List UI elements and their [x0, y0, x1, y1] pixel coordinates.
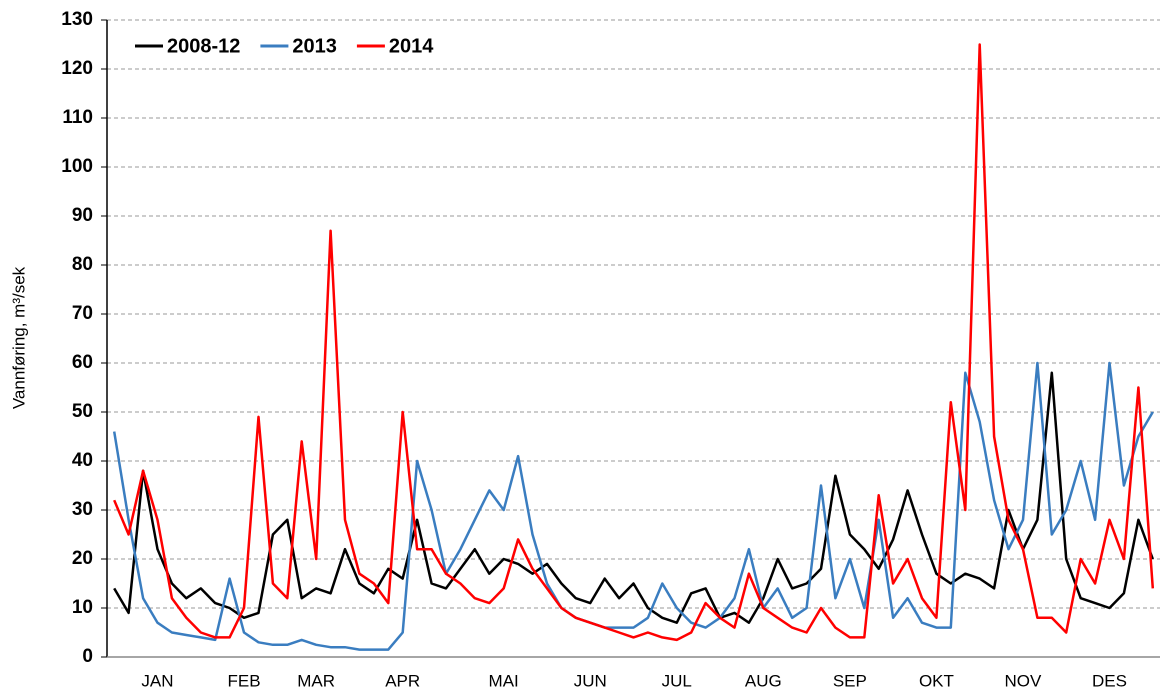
x-tick-label: MAR: [297, 671, 335, 690]
y-axis-title: Vannføring, m³/sek: [9, 266, 28, 409]
y-tick-label: 50: [72, 401, 93, 422]
x-tick-label: DES: [1092, 671, 1127, 690]
y-tick-label: 80: [72, 254, 93, 275]
x-tick-label: SEP: [833, 671, 867, 690]
y-tick-label: 0: [82, 646, 93, 667]
y-tick-label: 40: [72, 450, 93, 471]
y-tick-label: 10: [72, 597, 93, 618]
legend-label: 2008-12: [167, 35, 240, 57]
y-tick-label: 100: [61, 156, 93, 177]
series-line: [113, 371, 1154, 624]
x-tick-label: JUL: [662, 671, 692, 690]
x-tick-label: NOV: [1005, 671, 1043, 690]
y-tick-label: 70: [72, 303, 93, 324]
x-tick-label: APR: [385, 671, 420, 690]
y-tick-label: 110: [62, 107, 93, 128]
x-tick-label: OKT: [919, 671, 954, 690]
y-tick-label: 30: [72, 499, 93, 520]
x-tick-label: FEB: [228, 671, 261, 690]
y-tick-label: 20: [72, 548, 93, 569]
y-tick-label: 130: [61, 9, 93, 30]
x-tick-label: JAN: [141, 671, 173, 690]
x-tick-label: AUG: [745, 671, 782, 690]
series-line: [113, 43, 1155, 642]
series-line: [112, 361, 1154, 651]
y-tick-label: 120: [61, 58, 93, 79]
x-tick-label: MAI: [489, 671, 519, 690]
x-tick-label: JUN: [574, 671, 607, 690]
legend-label: 2013: [292, 35, 337, 57]
y-tick-label: 60: [72, 352, 93, 373]
legend-label: 2014: [389, 35, 434, 57]
y-tick-label: 90: [72, 205, 93, 226]
